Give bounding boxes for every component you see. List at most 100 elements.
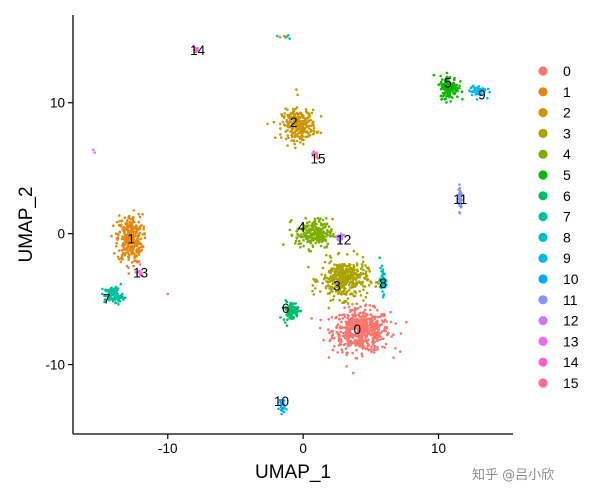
point (346, 302, 350, 305)
point (286, 108, 289, 112)
point (343, 326, 346, 329)
point (319, 222, 323, 225)
point (289, 301, 293, 305)
point (303, 234, 306, 238)
point (353, 271, 356, 274)
point (314, 226, 318, 229)
point (455, 83, 459, 87)
point (117, 249, 121, 252)
legend-label: 10 (563, 271, 579, 287)
point (338, 317, 341, 321)
point (451, 96, 454, 99)
point (358, 272, 362, 276)
point (446, 77, 450, 81)
point (133, 239, 136, 243)
point (367, 338, 370, 342)
point (294, 119, 297, 122)
point (340, 313, 344, 317)
point (439, 87, 443, 91)
point (347, 337, 350, 340)
point (367, 318, 370, 321)
legend-swatch (538, 212, 548, 222)
point (345, 320, 349, 324)
point (129, 248, 133, 252)
point (318, 237, 321, 241)
point (338, 277, 341, 280)
point (346, 297, 350, 300)
point (444, 97, 448, 101)
point (279, 136, 283, 139)
legend-label: 7 (563, 209, 571, 225)
point (307, 112, 311, 115)
point (358, 340, 362, 344)
point (443, 91, 447, 95)
point (458, 210, 461, 214)
point (351, 333, 355, 336)
point (347, 288, 351, 292)
point (311, 289, 314, 293)
point (307, 119, 310, 122)
point (454, 86, 458, 90)
point (382, 337, 385, 341)
point (381, 345, 384, 349)
point (292, 109, 296, 113)
point (349, 271, 353, 275)
point (137, 253, 141, 256)
point (308, 227, 311, 230)
point (299, 126, 302, 130)
point (349, 263, 352, 267)
point (373, 351, 376, 354)
point (300, 228, 304, 231)
point (294, 146, 297, 150)
point (143, 236, 147, 239)
point (132, 264, 135, 268)
point (308, 249, 311, 253)
point (371, 314, 374, 318)
point (294, 302, 298, 305)
point (294, 126, 298, 129)
point (379, 335, 383, 338)
point (302, 138, 305, 142)
point (303, 127, 306, 130)
point (311, 123, 315, 127)
point (325, 253, 328, 257)
point (322, 338, 325, 342)
cluster-label-8: 8 (379, 276, 387, 291)
point (447, 95, 451, 99)
point (346, 253, 349, 256)
point (338, 287, 341, 291)
point (335, 263, 339, 267)
point (340, 293, 343, 296)
point (343, 306, 346, 309)
point (131, 251, 134, 254)
point (133, 245, 136, 249)
point (287, 126, 291, 129)
point (373, 306, 377, 309)
point (380, 330, 384, 333)
point (297, 234, 301, 238)
point (286, 318, 289, 322)
point (312, 126, 316, 130)
point (296, 310, 299, 314)
point (130, 240, 134, 244)
point (346, 276, 350, 280)
point (140, 248, 144, 252)
cluster-5-points (432, 71, 464, 104)
point (458, 183, 461, 186)
point (192, 48, 196, 52)
point (335, 325, 338, 328)
point (337, 344, 341, 347)
point (286, 121, 290, 124)
point (289, 120, 292, 124)
y-tick-label: -10 (45, 358, 65, 373)
point (480, 87, 483, 91)
point (140, 243, 143, 246)
point (381, 279, 385, 283)
cluster-0-points (310, 294, 408, 375)
point (364, 270, 368, 273)
point (339, 343, 343, 346)
point (373, 318, 377, 321)
point (277, 407, 280, 411)
point (325, 245, 329, 248)
